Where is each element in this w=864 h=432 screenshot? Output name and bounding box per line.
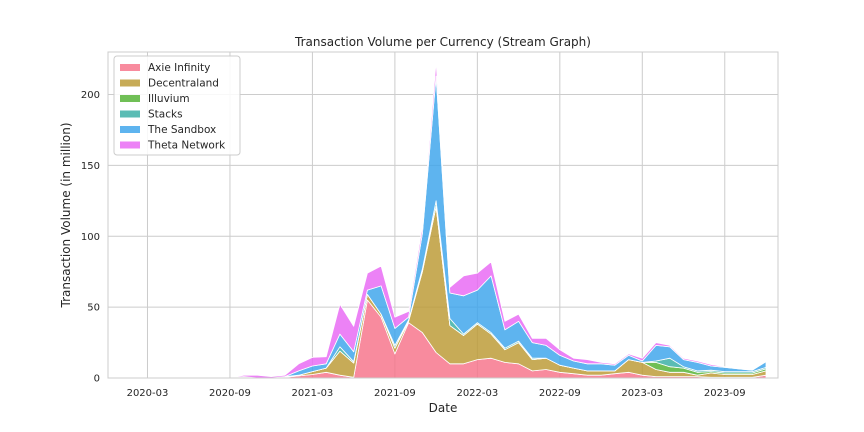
x-tick-label: 2022-09 (539, 388, 581, 399)
x-tick-label: 2020-03 (127, 388, 169, 399)
x-tick-label: 2023-03 (621, 388, 663, 399)
y-axis-ticks: 0 50 100 150 200 (81, 90, 100, 384)
legend-box (113, 55, 241, 156)
y-axis-label: Transaction Volume (in million) (59, 123, 73, 309)
legend-label-the-sandbox: The Sandbox (147, 124, 216, 136)
x-tick-label: 2023-09 (704, 388, 746, 399)
legend-label-stacks: Stacks (148, 109, 183, 121)
legend-label-axie-infinity: Axie Infinity (148, 62, 210, 74)
y-tick-label: 200 (81, 90, 100, 101)
x-axis-label: Date (429, 401, 458, 415)
area-theta-network (119, 61, 767, 379)
chart-title: Transaction Volume per Currency (Stream … (294, 35, 591, 49)
y-tick-label: 150 (81, 161, 100, 172)
legend-swatch-the-sandbox (120, 126, 140, 133)
legend-swatch-theta-network (120, 141, 140, 149)
plot-frame (107, 51, 779, 379)
legend-swatch-axie-infinity (120, 64, 140, 71)
x-tick-label: 2021-09 (374, 388, 416, 399)
x-tick-label: 2020-09 (209, 388, 251, 399)
legend: Axie Infinity Decentraland Illuvium Stacks T… (113, 55, 241, 156)
x-axis-ticks: 2020-03 2020-09 2021-03 2021-09 2022-03 2022-… (127, 388, 746, 399)
legend-swatch-stacks (120, 110, 140, 118)
x-tick-label: 2022-03 (456, 388, 498, 399)
x-tick-label: 2021-03 (292, 388, 334, 399)
legend-label-theta-network: Theta Network (147, 140, 226, 152)
legend-label-illuvium: Illuvium (148, 93, 190, 105)
stacked-areas (119, 61, 767, 379)
y-tick-label: 100 (81, 232, 100, 243)
legend-label-decentraland: Decentraland (148, 78, 219, 90)
y-tick-label: 0 (94, 374, 100, 385)
legend-swatch-illuvium (120, 95, 140, 102)
y-tick-label: 50 (87, 303, 100, 314)
legend-swatch-decentraland (120, 79, 140, 87)
